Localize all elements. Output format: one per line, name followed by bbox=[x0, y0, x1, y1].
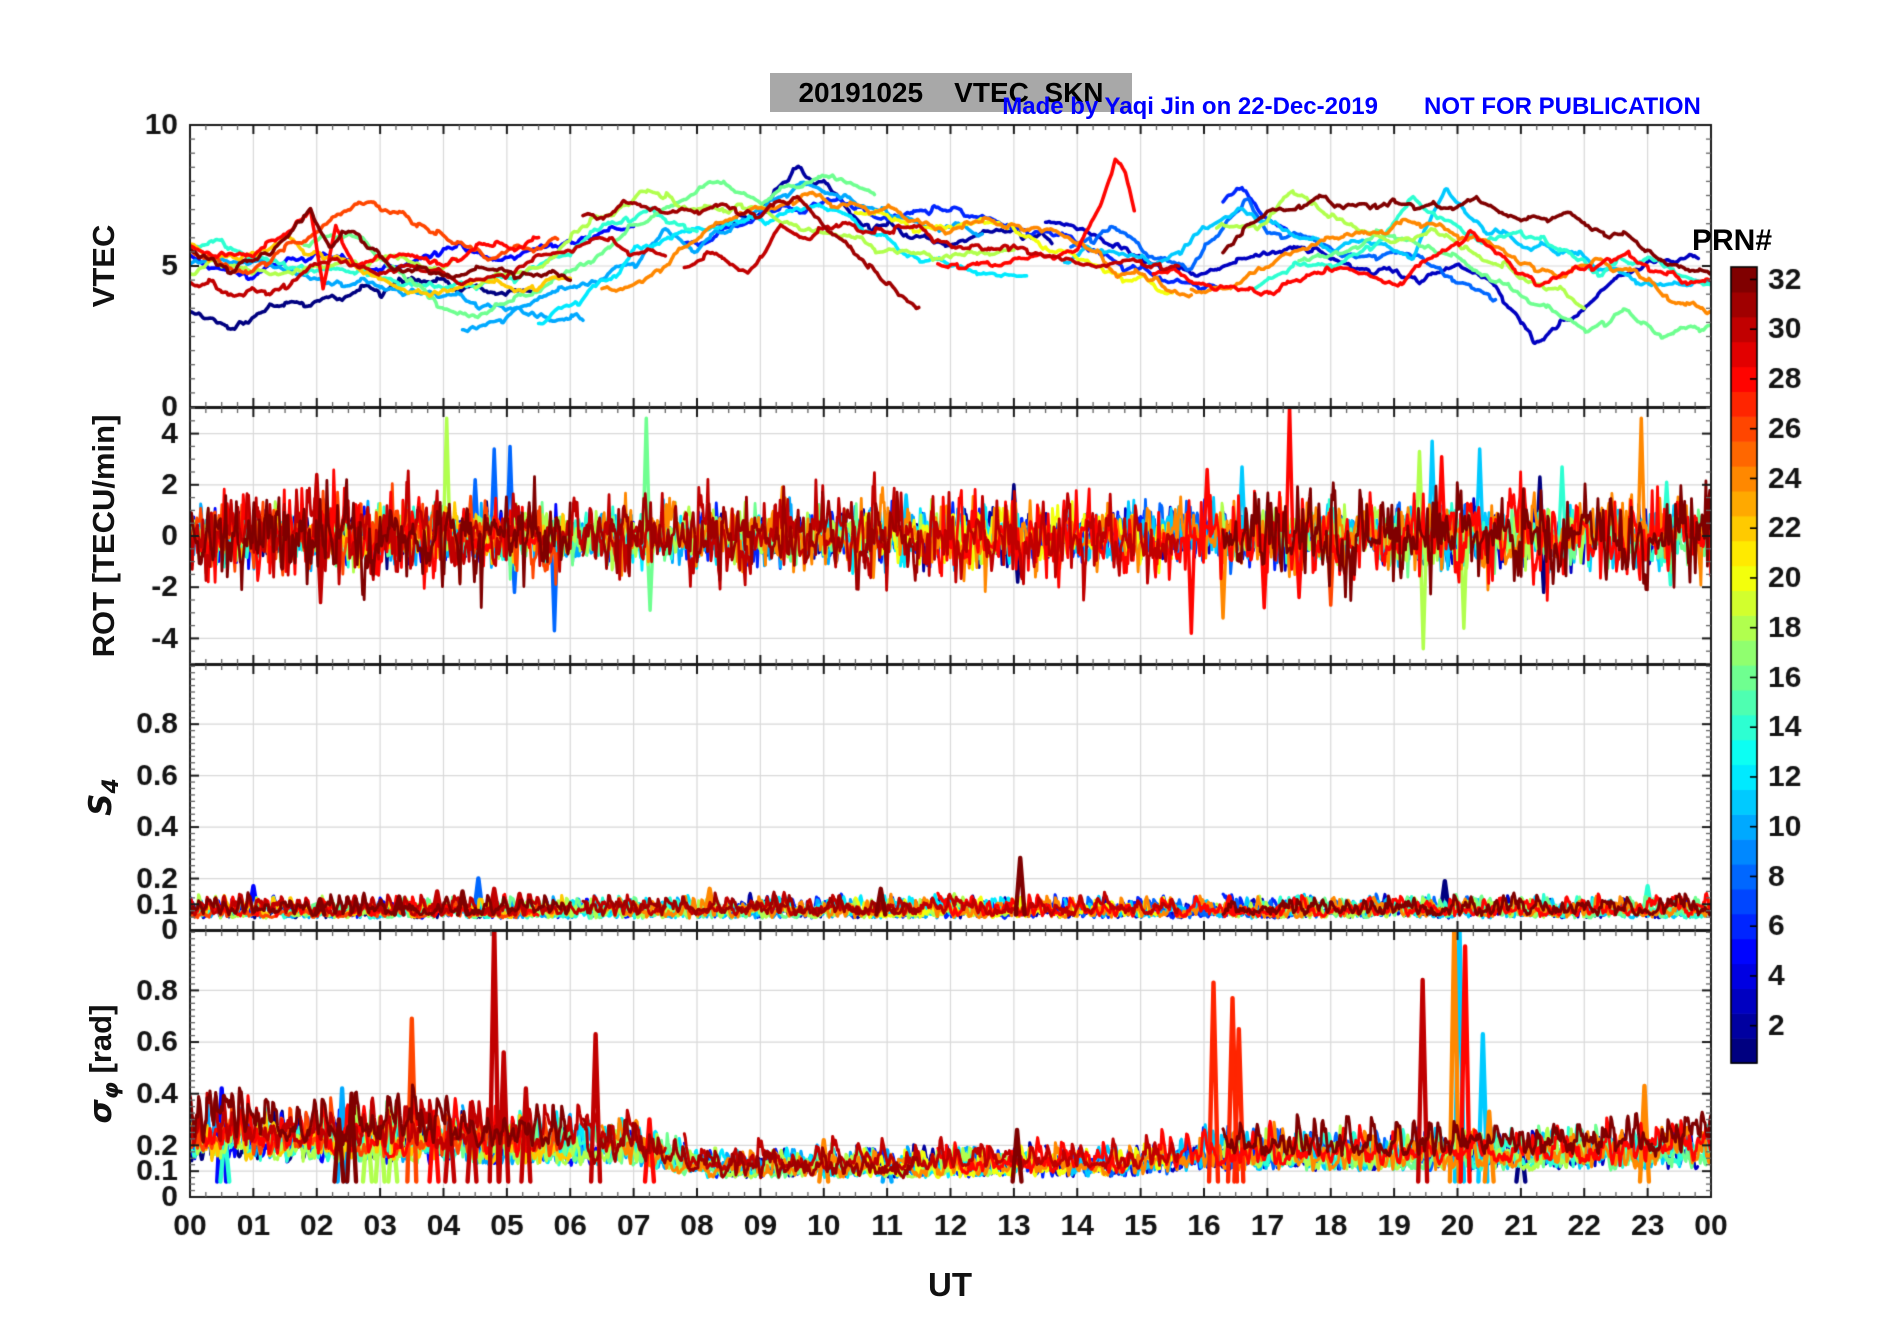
s4-label-main: S bbox=[83, 793, 119, 816]
credit-annotation: Made by Yaqi Jin on 22-Dec-2019 bbox=[1002, 93, 1378, 120]
sigma-label-sub: φ bbox=[99, 1082, 124, 1100]
colorbar-title: PRN# bbox=[1692, 224, 1773, 257]
vtec-axis-label: VTEC bbox=[86, 224, 121, 308]
s4-label-sub: 4 bbox=[99, 778, 124, 794]
sigma-label-unit: [rad] bbox=[83, 1004, 118, 1083]
s4-axis-label: S4 bbox=[83, 778, 124, 816]
x-axis-label: UT bbox=[928, 1266, 972, 1303]
sigma-axis-label: σφ [rad] bbox=[83, 1004, 124, 1124]
publication-warning: NOT FOR PUBLICATION bbox=[1424, 93, 1701, 120]
rot-axis-label: ROT [TECU/min] bbox=[86, 414, 121, 658]
plot-title: 20191025 VTEC SKN bbox=[770, 73, 1132, 112]
sigma-label-main: σ bbox=[83, 1099, 119, 1124]
